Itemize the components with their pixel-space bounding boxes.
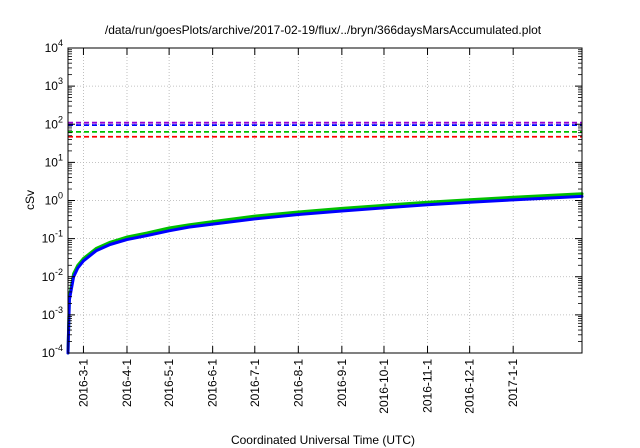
y-tick-label: 103 <box>45 76 63 93</box>
x-tick-label: 2016-8-1 <box>291 359 305 407</box>
y-axis: 10-4 10-3 10-2 10-1 100 101 102 103 104 <box>42 38 582 360</box>
x-tick-label: 2016-10-1 <box>377 359 391 414</box>
series-line <box>66 194 584 355</box>
y-tick-label: 104 <box>45 38 63 55</box>
reference-lines <box>68 121 582 138</box>
y-tick-label: 10-1 <box>42 229 63 246</box>
x-tick-label: 2017-1-1 <box>506 359 520 407</box>
series-lines <box>66 192 584 355</box>
x-tick-label: 2016-6-1 <box>206 359 220 407</box>
y-tick-label: 10-4 <box>42 343 63 360</box>
x-tick-label: 2016-4-1 <box>120 359 134 407</box>
x-axis: 2016-3-1 2016-4-1 2016-5-1 2016-6-1 2016-7-1… <box>76 48 520 414</box>
x-axis-title: Coordinated Universal Time (UTC) <box>231 433 415 447</box>
x-tick-label: 2016-9-1 <box>335 359 349 407</box>
y-tick-label: 101 <box>45 152 63 169</box>
y-tick-label: 100 <box>45 191 63 208</box>
chart-title: /data/run/goesPlots/archive/2017-02-19/f… <box>105 23 542 37</box>
plot-area <box>66 47 584 355</box>
x-tick-label: 2016-3-1 <box>76 359 90 407</box>
x-tick-label: 2016-5-1 <box>162 359 176 407</box>
y-tick-label: 10-2 <box>42 267 63 284</box>
x-tick-label: 2016-12-1 <box>463 359 477 414</box>
y-tick-label: 102 <box>45 114 63 131</box>
y-axis-title: cSv <box>23 190 37 210</box>
series-line <box>66 192 584 355</box>
y-tick-label: 10-3 <box>42 305 63 322</box>
x-tick-label: 2016-7-1 <box>248 359 262 407</box>
x-tick-label: 2016-11-1 <box>421 359 435 413</box>
